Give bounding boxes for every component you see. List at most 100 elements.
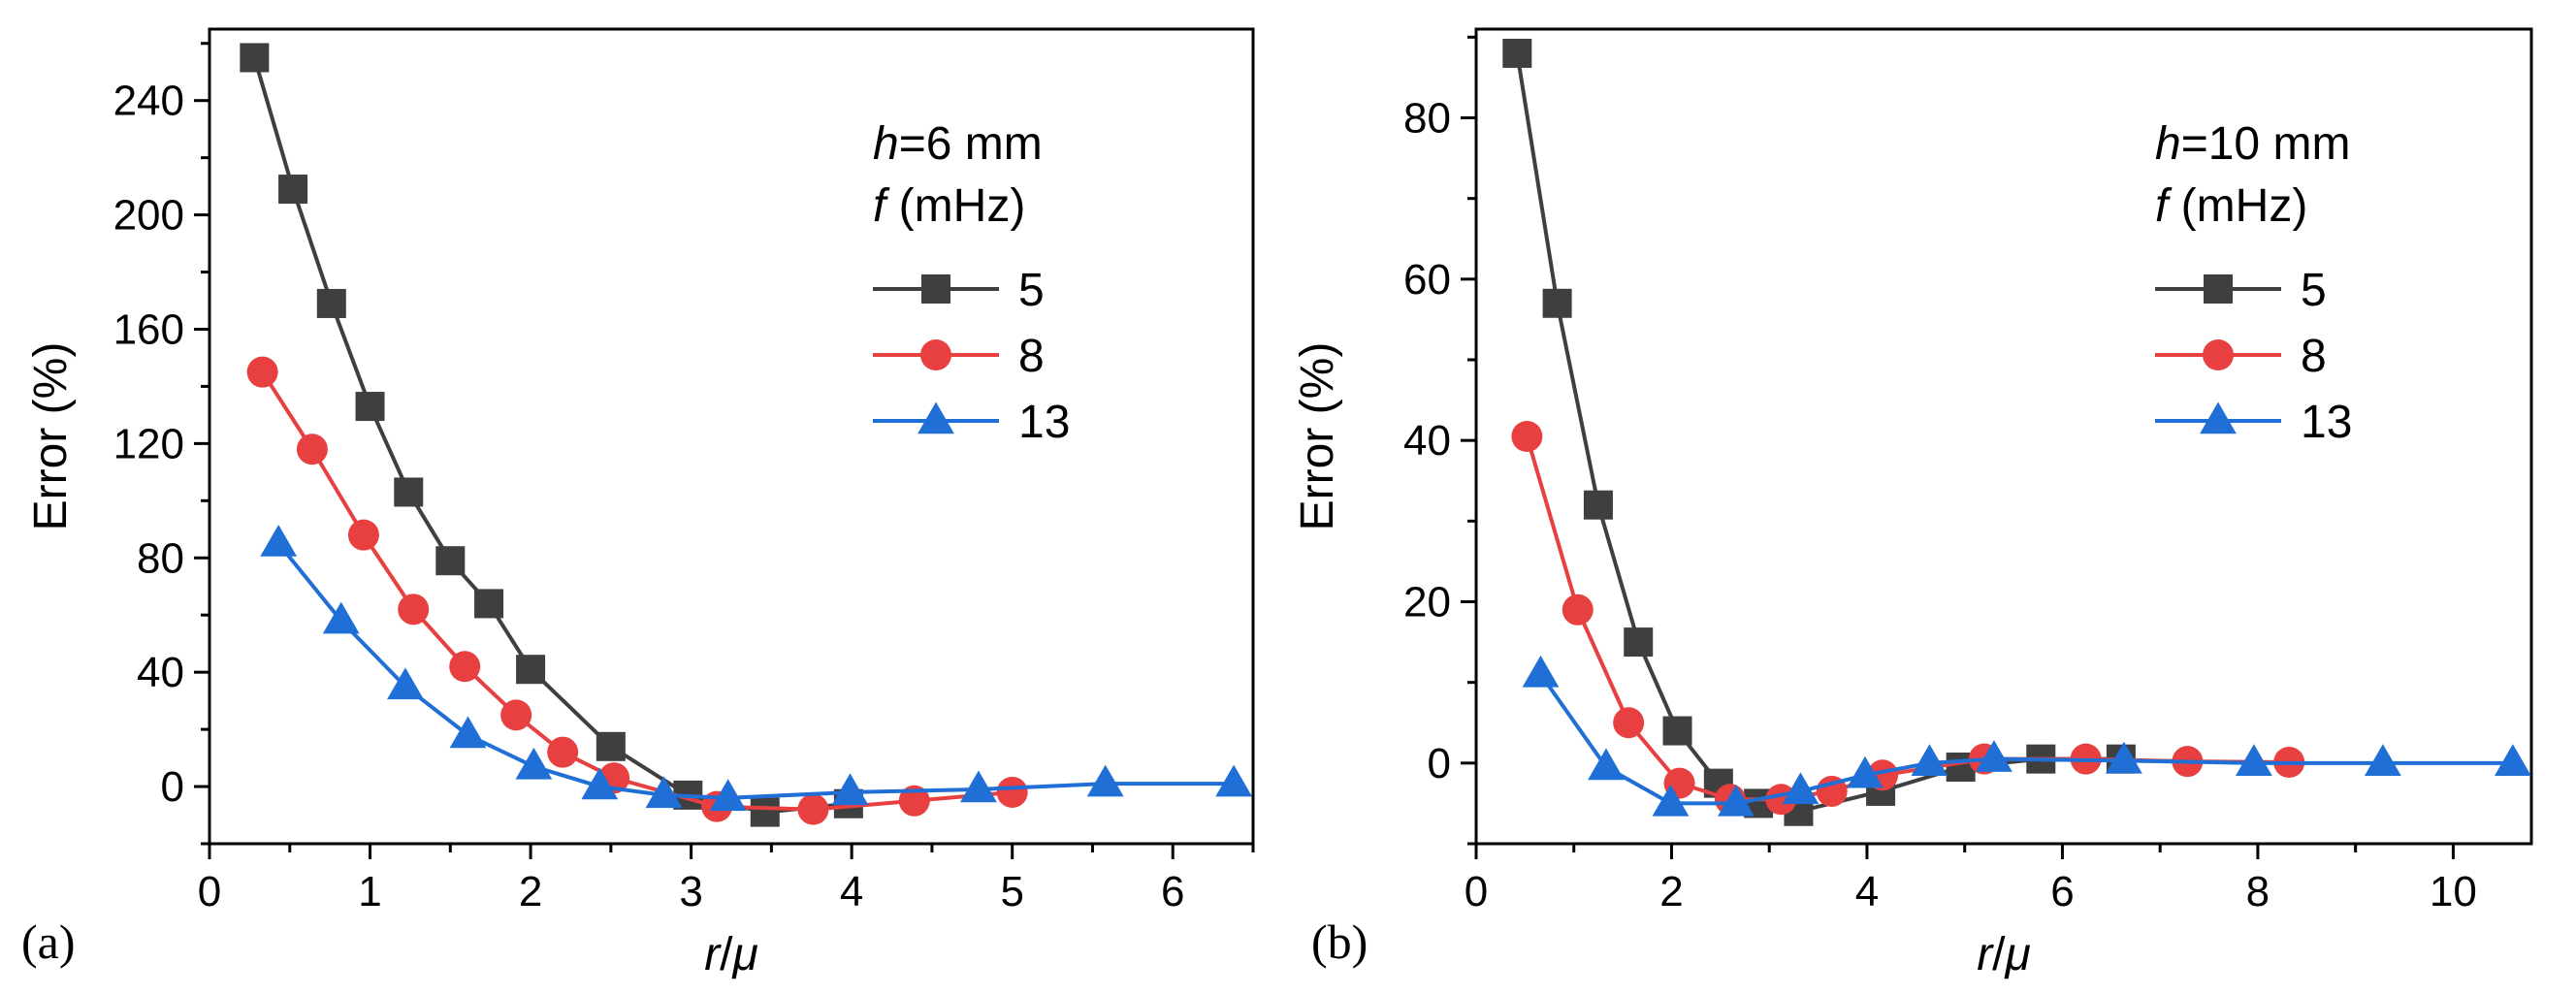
data-point	[996, 776, 1028, 808]
legend-marker	[920, 339, 951, 370]
data-point	[960, 770, 997, 803]
series-13	[1522, 655, 2531, 817]
y-tick-label: 40	[1403, 417, 1451, 465]
y-tick-label: 0	[1428, 740, 1451, 787]
data-point	[2235, 744, 2272, 777]
data-point	[398, 594, 430, 626]
data-point	[1847, 755, 1884, 788]
series-line	[1515, 52, 2121, 814]
legend-label: 13	[2301, 397, 2352, 448]
x-tick-label: 2	[519, 868, 542, 915]
legend-subtitle: f (mHz)	[2155, 180, 2307, 232]
data-point	[435, 546, 466, 576]
x-tick-label: 6	[1161, 868, 1184, 915]
data-point	[1522, 655, 1560, 688]
series-5	[1502, 38, 2136, 826]
legend-marker	[2203, 339, 2234, 370]
y-tick-label: 160	[113, 305, 184, 353]
data-point	[387, 667, 424, 700]
series-13	[260, 524, 1253, 812]
legend-marker	[2204, 274, 2233, 304]
x-tick-label: 2	[1659, 868, 1683, 915]
data-point	[1652, 784, 1690, 817]
data-point	[750, 797, 780, 827]
legend-label: 13	[1018, 397, 1070, 448]
data-point	[296, 433, 328, 465]
y-tick-label: 60	[1403, 256, 1451, 304]
series-line	[1525, 435, 2290, 802]
data-point	[246, 356, 278, 388]
panel-label: (a)	[21, 915, 76, 969]
y-tick-label: 20	[1403, 578, 1451, 626]
y-tick-label: 80	[1403, 94, 1451, 142]
data-point	[474, 589, 504, 619]
data-point	[2494, 744, 2531, 777]
data-point	[596, 731, 626, 761]
data-point	[355, 392, 385, 422]
plot-frame	[1474, 27, 2533, 846]
data-point	[1542, 288, 1572, 318]
x-axis-title: r/μ	[704, 929, 758, 980]
data-point	[1502, 38, 1532, 68]
data-point	[500, 699, 532, 731]
x-tick-label: 6	[2050, 868, 2074, 915]
x-tick-label: 0	[198, 868, 221, 915]
legend-subtitle: f (mHz)	[873, 180, 1025, 232]
series-5	[240, 43, 863, 827]
x-tick-label: 3	[679, 868, 702, 915]
panel-label: (b)	[1311, 915, 1368, 969]
series-line	[1538, 673, 2513, 806]
data-point	[278, 175, 308, 205]
data-point	[1911, 744, 1948, 777]
data-point	[515, 747, 553, 780]
x-tick-label: 0	[1465, 868, 1488, 915]
x-tick-label: 4	[840, 868, 863, 915]
y-tick-label: 120	[113, 420, 184, 467]
y-axis-title: Error (%)	[1292, 342, 1343, 531]
data-point	[394, 477, 424, 507]
legend-marker	[918, 401, 954, 434]
y-tick-label: 40	[137, 649, 184, 696]
data-point	[316, 288, 346, 318]
legend-label: 8	[1018, 331, 1045, 382]
data-point	[260, 524, 298, 557]
legend-marker	[921, 274, 950, 304]
data-point	[449, 651, 481, 683]
y-tick-label: 80	[137, 534, 184, 582]
data-point	[797, 793, 829, 825]
data-point	[240, 43, 270, 73]
legend-label: 8	[2301, 331, 2327, 382]
legend: h=10 mm f (mHz) 5 8 13	[2155, 118, 2352, 448]
legend-marker	[2200, 401, 2237, 434]
plot-frame	[208, 27, 1255, 846]
data-point	[581, 767, 619, 800]
data-point	[1613, 707, 1645, 739]
legend: h=6 mm f (mHz) 5 8 13	[873, 118, 1070, 448]
data-point	[1588, 748, 1625, 781]
data-point	[2364, 744, 2401, 777]
series-line	[260, 370, 1013, 812]
data-point	[322, 601, 360, 634]
y-tick-label: 0	[161, 763, 184, 811]
data-point	[1583, 490, 1613, 520]
data-point	[645, 776, 683, 809]
data-point	[1215, 764, 1253, 797]
x-tick-label: 10	[2430, 868, 2477, 915]
data-point	[1718, 784, 1755, 817]
data-point	[1511, 421, 1543, 452]
data-point	[2106, 741, 2142, 774]
data-point	[449, 716, 487, 749]
data-point	[1782, 772, 1819, 805]
series-8	[246, 356, 1028, 825]
data-point	[709, 779, 747, 812]
legend-title: h=6 mm	[873, 118, 1043, 170]
x-tick-label: 5	[1000, 868, 1023, 915]
data-point	[347, 519, 379, 551]
legend-label: 5	[2301, 265, 2327, 316]
y-tick-label: 200	[113, 192, 184, 240]
x-tick-label: 8	[2246, 868, 2270, 915]
data-point	[516, 655, 546, 685]
data-point	[1976, 740, 2012, 772]
data-point	[547, 736, 579, 768]
